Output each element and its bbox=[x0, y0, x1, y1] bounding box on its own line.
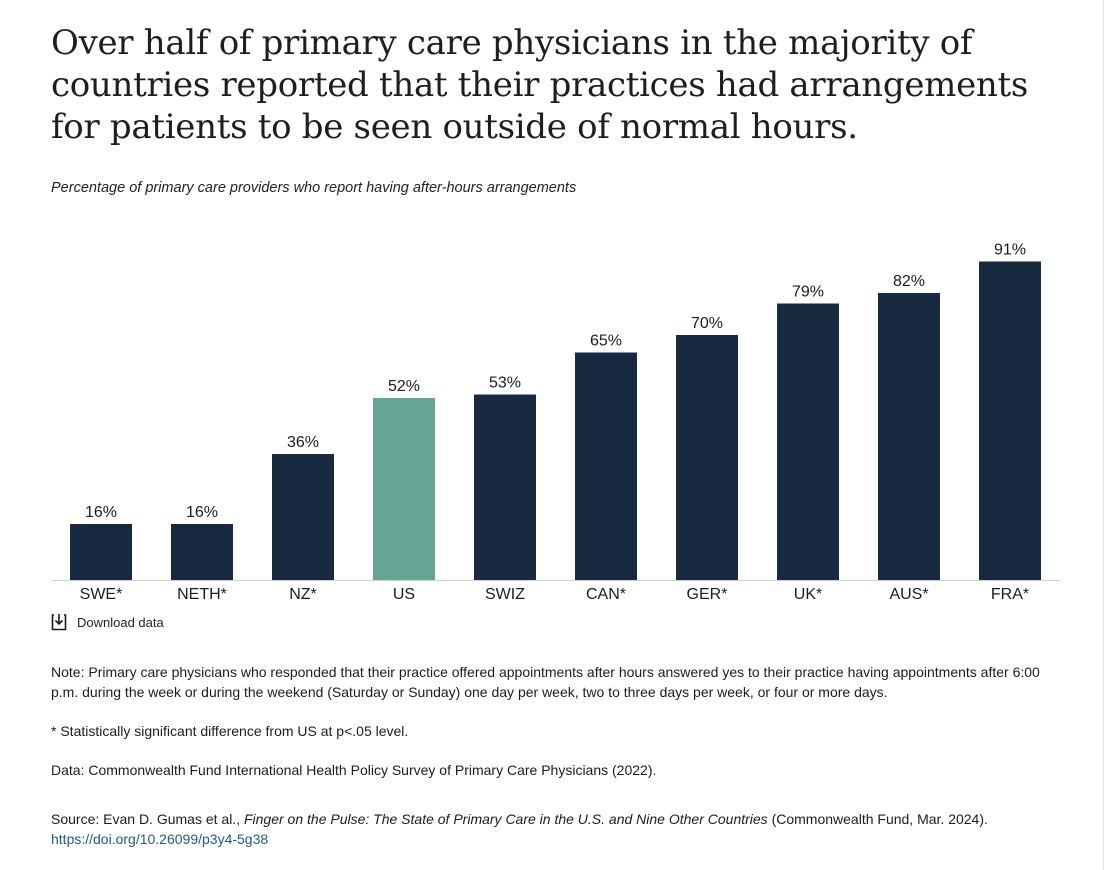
bar-neth bbox=[171, 524, 233, 580]
tick-label-us: US bbox=[393, 586, 415, 603]
download-data-label: Download data bbox=[77, 614, 164, 630]
significance-note: * Statistically significant difference f… bbox=[51, 723, 409, 739]
source-note: Source: Evan D. Gumas et al., Finger on … bbox=[51, 809, 1061, 849]
data-note: Data: Commonwealth Fund International He… bbox=[51, 762, 657, 778]
download-icon bbox=[51, 614, 67, 631]
bar-can bbox=[575, 352, 637, 580]
bar-uk bbox=[777, 303, 839, 580]
bar-us bbox=[373, 398, 435, 580]
data-label-swe: 16% bbox=[85, 504, 117, 521]
source-link[interactable]: https://doi.org/10.26099/p3y4-5g38 bbox=[51, 831, 269, 847]
download-data-button[interactable]: Download data bbox=[51, 613, 164, 631]
bar-chart: 16% SWE* 16% NETH* 36% NZ* 52% US 53% SWIZ 65% CAN*… bbox=[51, 242, 1061, 603]
source-suffix: (Commonwealth Fund, Mar. 2024). bbox=[767, 811, 988, 827]
tick-label-can: CAN* bbox=[586, 586, 626, 603]
tick-label-swiz: SWIZ bbox=[485, 586, 525, 603]
bar-swe bbox=[70, 524, 132, 580]
tick-label-swe: SWE* bbox=[80, 586, 123, 603]
data-label-uk: 79% bbox=[792, 284, 824, 301]
notes: Note: Primary care physicians who respon… bbox=[51, 662, 1061, 780]
source-prefix: Source: Evan D. Gumas et al., bbox=[51, 811, 244, 827]
data-label-ger: 70% bbox=[691, 315, 723, 332]
bar-ger bbox=[676, 335, 738, 580]
tick-label-ger: GER* bbox=[687, 586, 728, 603]
tick-label-fra: FRA* bbox=[991, 586, 1029, 603]
chart-title: Over half of primary care physicians in … bbox=[51, 23, 1029, 147]
tick-label-uk: UK* bbox=[794, 586, 822, 603]
source-title: Finger on the Pulse: The State of Primar… bbox=[243, 811, 768, 827]
bar-nz bbox=[272, 454, 334, 580]
data-label-fra: 91% bbox=[994, 242, 1026, 259]
data-label-can: 65% bbox=[590, 333, 622, 350]
bar-aus bbox=[878, 293, 940, 580]
bar-fra bbox=[979, 261, 1041, 580]
data-label-us: 52% bbox=[388, 378, 420, 395]
tick-label-nz: NZ* bbox=[289, 586, 317, 603]
bar-swiz bbox=[474, 394, 536, 580]
data-label-aus: 82% bbox=[893, 273, 925, 290]
tick-label-aus: AUS* bbox=[889, 586, 928, 603]
tick-label-neth: NETH* bbox=[177, 586, 227, 603]
data-label-neth: 16% bbox=[186, 504, 218, 521]
data-label-swiz: 53% bbox=[489, 375, 521, 392]
data-label-nz: 36% bbox=[287, 434, 319, 451]
chart-subtitle: Percentage of primary care providers who… bbox=[51, 180, 577, 196]
note-text: Note: Primary care physicians who respon… bbox=[51, 664, 1040, 700]
